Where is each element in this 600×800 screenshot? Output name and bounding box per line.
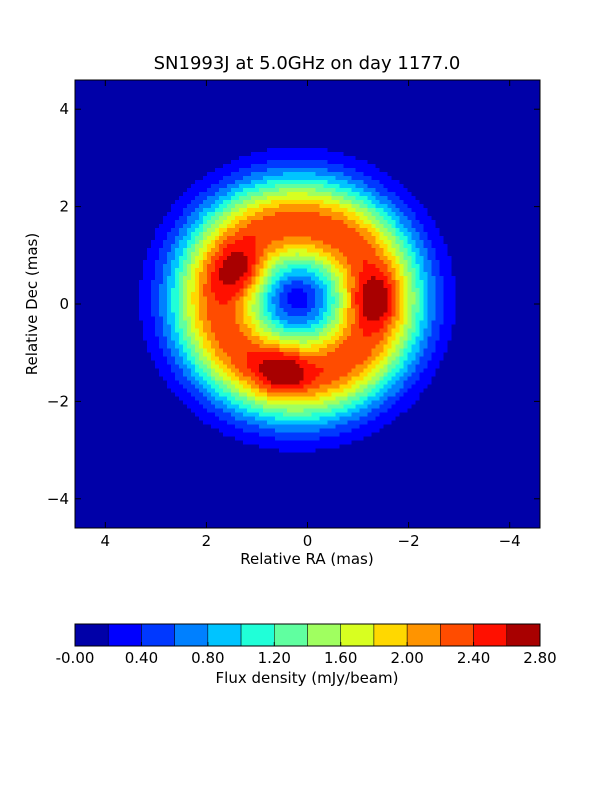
- contour-band-2.4: [211, 236, 392, 389]
- colorbar-swatch: [506, 623, 541, 647]
- colorbar-swatch: [207, 623, 242, 647]
- colorbar-swatch: [107, 623, 142, 647]
- contour-band-0.6: [159, 168, 436, 433]
- colorbar-swatch: [141, 623, 175, 647]
- colorbar-tick-label: 2.00: [390, 649, 423, 667]
- contour-band-0.4: [151, 160, 444, 441]
- x-tick-label: 2: [202, 532, 212, 550]
- colorbar-swatch: [174, 623, 209, 647]
- chart-title: SN1993J at 5.0GHz on day 1177.0: [154, 53, 461, 74]
- colorbar-swatch: [473, 623, 508, 647]
- colorbar-swatch: [74, 623, 109, 647]
- colorbar: -0.00 0.40 0.80 1.20 1.60 2.00 2.40 2.80 Flux d…: [56, 623, 557, 687]
- colorbar-swatch: [274, 623, 308, 647]
- x-axis-ticks: 4 2 0 −2 −4: [101, 80, 521, 550]
- contour-band-2.2: [203, 212, 396, 393]
- colorbar-tick-label: 0.40: [125, 649, 158, 667]
- y-tick-label: 0: [59, 295, 69, 313]
- y-axis-label: Relative Dec (mas): [23, 233, 41, 375]
- colorbar-tick-label: 2.40: [457, 649, 490, 667]
- x-tick-label: 0: [303, 532, 313, 550]
- contour-plot: 4 2 0 −2 −4 4 2 0 −2 −4: [47, 79, 541, 550]
- contour-band-1.8: [191, 200, 404, 401]
- x-tick-label: −2: [398, 532, 420, 550]
- contour-band-2.0: [199, 204, 400, 397]
- y-tick-label: −2: [47, 392, 69, 410]
- contour-band-1.0: [171, 180, 424, 421]
- contour-band-0.2: [139, 148, 456, 453]
- colorbar-label: Flux density (mJy/beam): [216, 669, 399, 687]
- colorbar-tick-label: 1.60: [324, 649, 357, 667]
- contour-band-0.8: [167, 172, 428, 425]
- y-axis-ticks: 4 2 0 −2 −4: [47, 100, 540, 508]
- colorbar-frame: [74, 623, 541, 647]
- x-axis-label: Relative RA (mas): [240, 550, 373, 568]
- colorbar-tick-label: 2.80: [523, 649, 556, 667]
- colorbar-swatch: [307, 623, 341, 647]
- x-tick-label: 4: [101, 532, 111, 550]
- contour-band-2.6: [219, 252, 388, 385]
- y-tick-label: 2: [59, 198, 69, 216]
- colorbar-swatch: [373, 623, 408, 647]
- y-tick-label: −4: [47, 490, 69, 508]
- colorbar-tick-label: 0.80: [191, 649, 224, 667]
- contour-band-1.6: [187, 192, 408, 405]
- x-tick-label: −4: [499, 532, 521, 550]
- contour-band-1.4: [183, 188, 416, 413]
- colorbar-tick-label: 1.20: [258, 649, 291, 667]
- y-tick-label: 4: [59, 100, 69, 118]
- colorbar-swatch: [340, 623, 375, 647]
- colorbar-swatch: [406, 623, 441, 647]
- contour-band-1.2: [179, 184, 420, 417]
- contour-band-0.0: [75, 80, 540, 528]
- colorbar-tick-label: -0.00: [56, 649, 95, 667]
- colorbar-swatch: [240, 623, 275, 647]
- colorbar-ticks: -0.00 0.40 0.80 1.20 1.60 2.00 2.40 2.80: [56, 642, 557, 667]
- colorbar-swatch: [440, 623, 474, 647]
